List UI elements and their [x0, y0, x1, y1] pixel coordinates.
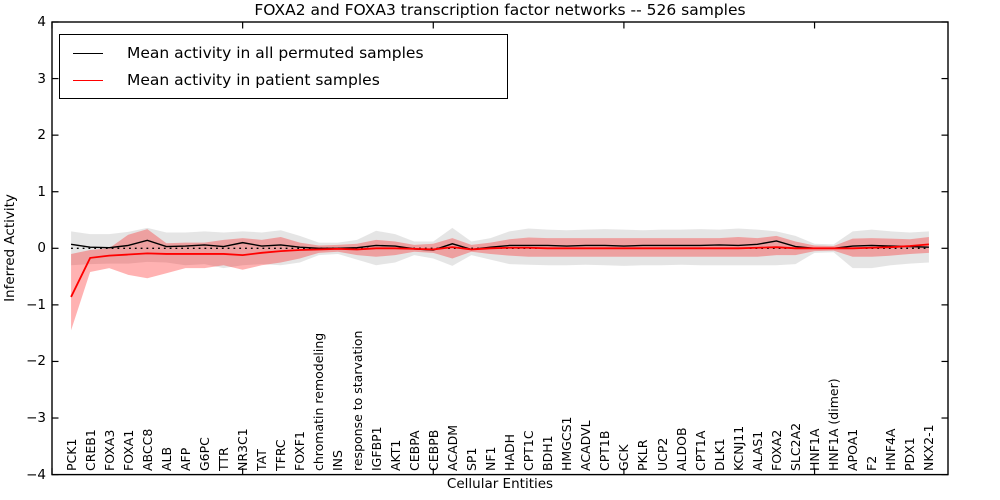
x-axis-label: Cellular Entities: [446, 476, 554, 492]
x-tick-label: ACADM: [444, 424, 460, 471]
y-tick-label: 2: [37, 127, 46, 144]
x-tick-label: ABCC8: [139, 428, 155, 471]
x-tick-label: NKX2-1: [921, 424, 937, 471]
x-tick-label: UCP2: [654, 437, 670, 471]
x-tick-label: APOA1: [845, 428, 861, 471]
x-tick-label: FOXA1: [120, 429, 136, 471]
x-tick-label: IGFBP1: [368, 426, 384, 471]
x-tick-label: CEBPA: [406, 430, 422, 472]
x-tick-label: FOXA2: [768, 429, 784, 471]
x-tick-label: HNF1A: [807, 428, 823, 471]
x-tick-label: FOXF1: [292, 431, 308, 471]
x-tick-label: F2: [864, 455, 880, 471]
x-tick-label: TFRC: [273, 439, 289, 471]
legend-label-patient: Mean activity in patient samples: [127, 71, 380, 89]
x-tick-label: TTR: [216, 447, 232, 471]
x-tick-label: G6PC: [197, 437, 212, 471]
x-tick-label: SP1: [463, 447, 479, 471]
x-tick-label: FOXA3: [101, 429, 117, 471]
x-tick-label: chromatin remodeling: [311, 332, 327, 471]
x-tick-label: INS: [330, 450, 346, 471]
legend-line-red: [73, 79, 103, 81]
x-tick-label: CEBPB: [425, 429, 441, 471]
legend-label-permuted: Mean activity in all permuted samples: [127, 44, 424, 62]
x-tick-label: PCK1: [63, 438, 79, 471]
x-tick-label: HNF1A (dimer): [826, 378, 842, 471]
x-tick-label: CPT1B: [597, 430, 613, 471]
y-tick-label: −3: [26, 410, 46, 427]
x-tick-label: BDH1: [540, 435, 556, 471]
x-tick-label: PKLR: [635, 439, 651, 471]
x-tick-label: DLK1: [711, 438, 727, 471]
y-tick-label: −1: [26, 296, 46, 313]
x-tick-label: GCK: [616, 444, 632, 471]
x-tick-label: CREB1: [82, 429, 98, 471]
x-tick-label: AKT1: [387, 439, 403, 471]
x-tick-label: CPT1C: [521, 430, 537, 471]
x-tick-label: CPT1A: [692, 430, 708, 471]
x-tick-label: NF1: [482, 446, 498, 472]
x-tick-label: ALDOB: [673, 427, 689, 471]
x-tick-label: response to starvation: [349, 330, 365, 472]
y-tick-label: 0: [37, 240, 46, 257]
y-tick-label: 1: [37, 183, 46, 200]
x-tick-label: PDX1: [902, 437, 918, 471]
x-tick-label: HADH: [502, 434, 518, 471]
x-tick-label: KCNJ11: [730, 425, 746, 471]
x-tick-label: HMGCS1: [559, 416, 575, 472]
x-tick-label: ACADVL: [578, 420, 594, 471]
y-tick-label: −4: [26, 466, 46, 483]
legend: Mean activity in all permuted samples Me…: [59, 34, 508, 99]
legend-item-permuted: Mean activity in all permuted samples: [60, 44, 507, 62]
y-tick-label: 4: [37, 14, 46, 30]
y-tick-label: 3: [37, 70, 46, 87]
x-tick-label: ALB: [158, 446, 174, 471]
x-tick-label: TAT: [254, 449, 270, 471]
legend-item-patient: Mean activity in patient samples: [60, 71, 507, 89]
x-tick-label: ALAS1: [749, 430, 765, 471]
x-tick-label: HNF4A: [883, 428, 899, 471]
x-tick-label: NR3C1: [235, 428, 251, 471]
x-tick-label: AFP: [177, 447, 193, 471]
x-tick-label: SLC2A2: [787, 422, 803, 471]
chart-title: FOXA2 and FOXA3 transcription factor net…: [254, 1, 746, 19]
y-tick-label: −2: [26, 353, 46, 370]
legend-line-black: [73, 52, 103, 54]
